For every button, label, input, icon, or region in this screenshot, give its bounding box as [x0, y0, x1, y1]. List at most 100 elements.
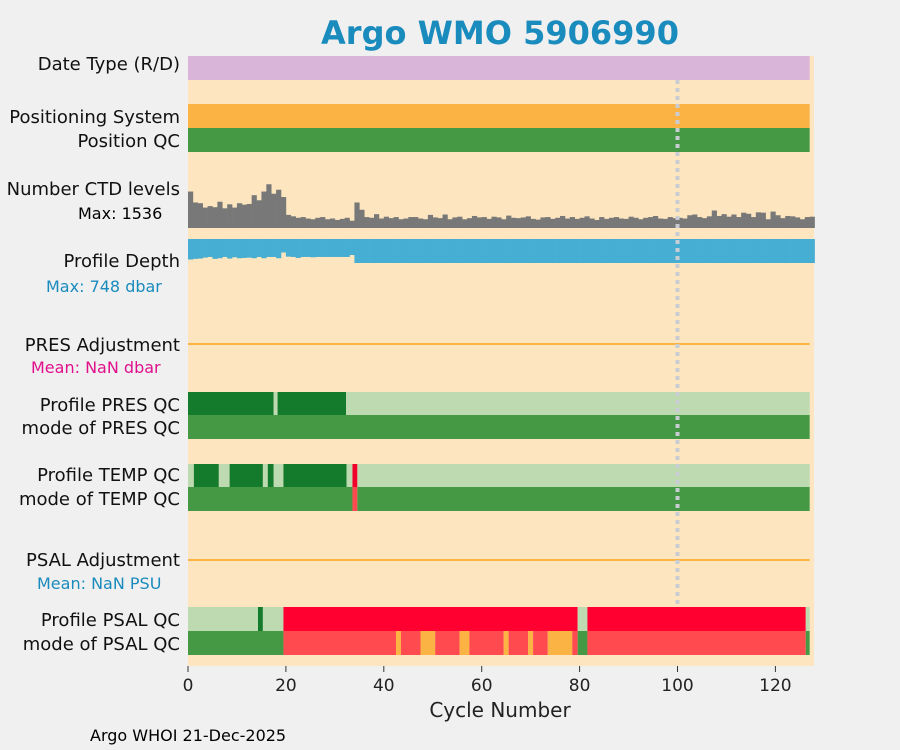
ctd-level-bar — [520, 217, 527, 228]
profile-temp-qc-segment — [267, 464, 274, 487]
ctd-level-bar — [535, 219, 541, 228]
profile-depth-bar — [555, 239, 561, 263]
profile-temp-qc-segment — [352, 464, 358, 487]
x-tick-label: 20 — [275, 676, 297, 696]
x-axis: 0 20 40 60 80 100 120 — [183, 666, 792, 696]
ctd-level-bar — [403, 218, 409, 228]
profile-depth-bar — [746, 239, 752, 263]
profile-depth-bar — [545, 239, 551, 263]
ctd-level-bar — [447, 219, 453, 228]
profile-depth-bar — [697, 239, 703, 263]
ctd-level-bar — [246, 203, 252, 228]
profile-depth-bar — [667, 239, 673, 263]
pres-mean-text: Mean: NaN dbar — [31, 358, 161, 377]
x-tick-label: 60 — [471, 676, 493, 696]
ctd-level-bar — [256, 200, 262, 228]
profile-depth-bar — [515, 239, 522, 263]
ctd-level-bar — [785, 215, 791, 228]
mode-psal-qc-segment — [188, 631, 284, 655]
ctd-level-bar — [692, 214, 698, 228]
mode-temp-qc-segment — [352, 487, 358, 511]
ctd-level-bar — [266, 184, 272, 228]
profile-depth-bar — [246, 239, 252, 258]
profile-depth-bar — [481, 239, 487, 263]
ctd-level-bar — [701, 218, 708, 228]
mode-psal-qc-segment — [469, 631, 504, 655]
profile-temp-qc-segment — [273, 464, 284, 487]
mode-temp-qc-segment — [188, 487, 353, 511]
ctd-level-bar — [207, 206, 213, 228]
mode-psal-qc-segment — [508, 631, 529, 655]
ctd-level-bar — [736, 217, 742, 228]
ctd-level-bar — [476, 217, 482, 228]
mode-psal-qc-segment — [577, 631, 588, 655]
profile-depth-bar — [217, 239, 223, 259]
profile-depth-bar — [760, 239, 766, 263]
ctd-level-bar — [188, 191, 194, 228]
profile-depth-bar — [574, 239, 580, 263]
footer-credit: Argo WHOI 21-Dec-2025 — [90, 726, 287, 745]
ctd-max-text: Max: 1536 — [78, 204, 162, 223]
x-tick-label: 100 — [661, 676, 693, 696]
depth-max-text: Max: 748 dbar — [46, 277, 162, 296]
ctd-level-bar — [716, 215, 722, 228]
ctd-level-bar — [804, 217, 810, 228]
profile-depth-bar — [359, 239, 365, 263]
label-profile-psal-qc: Profile PSAL QC — [41, 610, 180, 631]
x-tick-label: 120 — [759, 676, 791, 696]
profile-depth-bar — [799, 239, 806, 263]
ctd-level-bar — [545, 217, 551, 228]
ctd-level-bar — [300, 217, 306, 228]
profile-pres-qc-segment — [346, 392, 810, 415]
ctd-level-bar — [687, 215, 693, 228]
ctd-level-bar — [388, 218, 394, 228]
profile-pres-qc-segment — [188, 392, 274, 415]
ctd-level-bar — [677, 217, 683, 228]
ctd-level-bar — [374, 214, 380, 228]
profile-depth-bar — [638, 239, 644, 263]
ctd-level-bar — [427, 214, 434, 228]
mode-pres-qc-segment — [188, 415, 810, 439]
label-mode-pres-qc: mode of PRES QC — [22, 418, 180, 439]
ctd-level-bar — [320, 217, 326, 228]
ctd-level-bar — [623, 218, 629, 228]
profile-depth-bar — [295, 239, 301, 258]
chart-title: Argo WMO 5906990 — [321, 14, 679, 52]
profile-depth-bar — [290, 239, 296, 257]
profile-depth-bar — [329, 239, 336, 257]
positioning-bar — [188, 104, 810, 128]
profile-temp-qc-segment — [188, 464, 194, 487]
profile-depth-bar — [809, 239, 815, 263]
ctd-level-bar — [501, 219, 507, 228]
date-type-bar — [188, 56, 810, 80]
profile-psal-qc-segment — [262, 607, 284, 631]
profile-depth-bar — [535, 239, 541, 263]
ctd-level-bar — [731, 214, 737, 228]
label-ctd-levels: Number CTD levels — [7, 179, 180, 200]
profile-depth-bar — [413, 239, 419, 263]
mode-psal-qc-segment — [805, 631, 810, 655]
profile-psal-qc-segment — [257, 607, 263, 631]
profile-depth-bar — [393, 239, 399, 263]
ctd-level-bar — [202, 207, 208, 228]
profile-depth-bar — [202, 239, 208, 258]
profile-depth-bar — [657, 239, 664, 263]
mode-psal-qc-segment — [503, 631, 509, 655]
ctd-level-bar — [672, 218, 678, 228]
ctd-level-bar — [276, 189, 282, 228]
profile-depth-bar — [212, 239, 218, 259]
profile-depth-bar — [427, 239, 434, 263]
profile-depth-bar — [569, 239, 576, 263]
ctd-level-bar — [383, 216, 389, 228]
profile-depth-bar — [618, 239, 624, 263]
profile-depth-bar — [701, 239, 708, 263]
ctd-level-bar — [418, 218, 424, 228]
profile-depth-bar — [462, 239, 468, 263]
profile-temp-qc-segment — [283, 464, 347, 487]
ctd-level-bar — [393, 217, 399, 228]
mode-psal-qc-segment — [533, 631, 548, 655]
profile-depth-bar — [682, 239, 688, 263]
ctd-level-bar — [770, 211, 776, 228]
ctd-level-bar — [369, 217, 375, 228]
